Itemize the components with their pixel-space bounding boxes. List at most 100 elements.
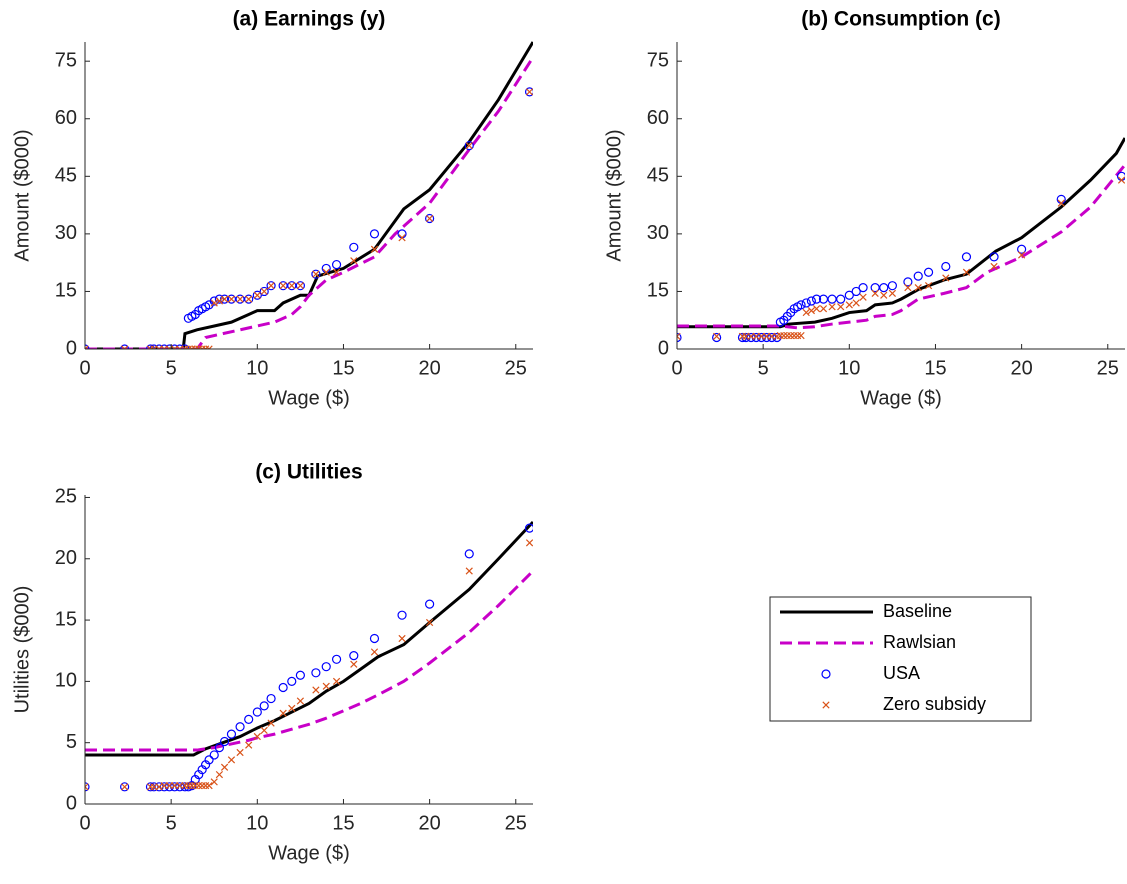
usa-marker: [464, 549, 474, 559]
usa-marker: [259, 701, 269, 711]
cross-marker: [210, 299, 218, 307]
usa-marker: [1116, 171, 1125, 181]
usa-marker: [806, 296, 817, 306]
usa-marker: [870, 283, 880, 293]
usa-marker: [677, 332, 682, 343]
usa-marker: [1017, 244, 1027, 254]
cross-marker: [236, 295, 244, 303]
cross-marker: [312, 270, 320, 278]
usa-marker: [287, 281, 297, 291]
cross-marker: [332, 268, 341, 276]
usa-marker: [287, 676, 297, 686]
cross-marker: [350, 257, 358, 265]
usa-marker: [145, 344, 156, 349]
usa-marker: [311, 668, 321, 678]
legend-box: [769, 596, 1032, 722]
cross-marker: [762, 332, 771, 340]
y-tick-label: 45: [647, 165, 669, 187]
usa-marker: [175, 344, 185, 349]
y-tick-label: 10: [55, 670, 77, 692]
cross-marker: [398, 234, 406, 242]
cross-marker: [260, 287, 268, 296]
x-axis-label: Wage ($): [268, 387, 350, 409]
usa-marker: [887, 281, 897, 291]
usa-marker: [425, 599, 435, 609]
usa-marker: [226, 294, 237, 304]
x-tick-label: 15: [332, 357, 354, 379]
usa-marker: [180, 344, 190, 349]
cross-marker: [267, 282, 275, 290]
legend-label: USA: [883, 663, 920, 683]
legend-marker: [821, 669, 831, 679]
y-tick-label: 15: [55, 280, 77, 302]
cross-marker: [752, 332, 760, 340]
cross-marker: [859, 293, 867, 301]
usa-marker: [170, 344, 180, 349]
cross-marker: [852, 299, 860, 307]
legend-label: Zero subsidy: [883, 694, 986, 714]
cross-marker: [425, 214, 434, 223]
cross-marker: [990, 262, 998, 271]
cross-marker: [1017, 251, 1026, 259]
x-tick-label: 20: [1010, 357, 1032, 379]
y-tick-label: 15: [55, 608, 77, 630]
baseline-line: [677, 137, 1125, 329]
usa-marker: [214, 742, 224, 753]
usa-marker: [252, 707, 262, 717]
usa-marker: [226, 729, 237, 739]
x-axis-label: Wage ($): [860, 387, 942, 409]
x-tick-label: 5: [166, 357, 177, 379]
chart-title: (c) Utilities: [255, 461, 362, 484]
cross-marker: [85, 783, 89, 791]
cross-marker: [245, 295, 253, 303]
cross-marker: [819, 305, 828, 313]
rawlsian-line: [85, 56, 533, 349]
baseline-line: [85, 520, 533, 757]
usa-marker: [244, 294, 254, 304]
cross-marker: [160, 345, 168, 349]
cross-marker: [296, 697, 305, 705]
usa-marker: [903, 277, 913, 287]
cross-marker: [267, 719, 275, 727]
x-axis-label: Wage ($): [268, 842, 350, 864]
rawlsian-line: [677, 163, 1125, 330]
cross-marker: [924, 282, 933, 290]
usa-marker: [259, 286, 269, 297]
cross-marker: [525, 88, 533, 96]
cross-marker: [790, 331, 798, 340]
cross-marker: [155, 345, 163, 349]
x-tick-label: 20: [418, 357, 440, 379]
usa-marker: [321, 662, 331, 672]
usa-marker: [266, 281, 276, 291]
x-tick-label: 25: [505, 357, 527, 379]
usa-marker: [85, 782, 90, 792]
usa-marker: [369, 229, 380, 239]
cross-marker: [170, 781, 179, 790]
cross-marker: [279, 709, 287, 717]
y-tick-label: 0: [658, 337, 669, 359]
cross-marker: [787, 331, 795, 340]
cross-marker: [121, 345, 129, 349]
y-tick-label: 25: [55, 486, 77, 508]
x-tick-label: 10: [838, 357, 860, 379]
x-tick-label: 0: [671, 357, 682, 379]
cross-marker: [425, 618, 434, 627]
cross-marker: [1057, 199, 1065, 207]
cross-marker: [236, 748, 244, 757]
x-tick-label: 10: [246, 357, 268, 379]
usa-marker: [425, 213, 435, 224]
cross-marker: [837, 303, 845, 311]
cross-marker: [215, 297, 224, 305]
cross-marker: [871, 289, 879, 297]
y-tick-label: 0: [66, 792, 77, 814]
cross-marker: [312, 686, 320, 694]
cross-marker: [198, 781, 206, 790]
y-tick-label: 15: [647, 280, 669, 302]
x-tick-label: 0: [79, 357, 90, 379]
y-tick-label: 60: [647, 107, 669, 129]
usa-marker: [266, 693, 276, 704]
y-tick-label: 75: [647, 49, 669, 71]
usa-marker: [295, 670, 305, 680]
usa-marker: [524, 523, 533, 533]
